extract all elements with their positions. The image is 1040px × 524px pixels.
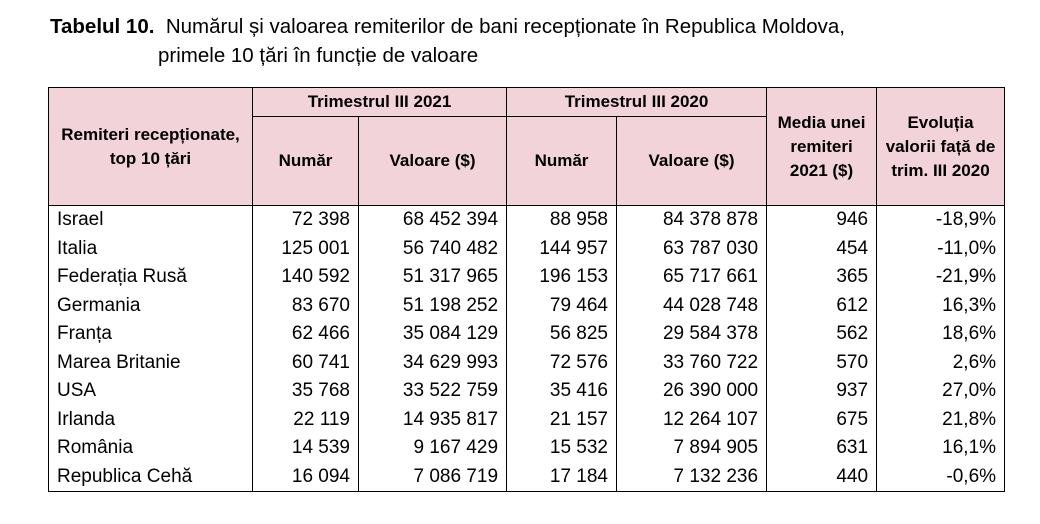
- caption-title-line2: primele 10 țări în funcție de valoare: [158, 44, 479, 67]
- value-2021-cell: 33 522 759: [357, 377, 508, 406]
- evolution-cell: -18,9%: [876, 205, 1006, 235]
- evolution-cell: 2,6%: [876, 348, 1006, 377]
- average-cell: 675: [766, 405, 878, 434]
- evolution-cell: 27,0%: [876, 377, 1006, 406]
- value-2021-cell: 9 167 429: [357, 434, 508, 463]
- caption-label: Tabelul 10.: [50, 15, 155, 38]
- table-row: Marea Britanie 60 741 34 629 993 72 576 33 7…: [48, 348, 1006, 377]
- value-2021-cell: 51 198 252: [357, 291, 508, 320]
- table-row: Irlanda 22 119 14 935 817 21 157 12 264 107 6…: [48, 405, 1006, 434]
- count-2021-cell: 83 670: [252, 291, 359, 320]
- table-row: Germania 83 670 51 198 252 79 464 44 028 748…: [48, 291, 1006, 320]
- value-2020-cell: 12 264 107: [616, 405, 768, 434]
- value-2021-cell: 68 452 394: [357, 205, 508, 235]
- table-caption: Tabelul 10. Numărul și valoarea remiteri…: [50, 12, 845, 70]
- country-cell: Irlanda: [48, 405, 253, 434]
- evolution-cell: -0,6%: [876, 462, 1006, 492]
- header-count-2020: Număr: [506, 116, 618, 206]
- average-cell: 440: [766, 462, 878, 492]
- count-2020-cell: 15 532: [506, 434, 618, 463]
- header-average: Media unei remiteri 2021 ($): [766, 87, 878, 206]
- count-2021-cell: 140 592: [252, 263, 359, 292]
- country-cell: Republica Cehă: [48, 462, 253, 492]
- evolution-cell: 21,8%: [876, 405, 1006, 434]
- header-period-2020: Trimestrul III 2020: [506, 87, 768, 117]
- table-row: Italia 125 001 56 740 482 144 957 63 787 030…: [48, 234, 1006, 263]
- table-row: USA 35 768 33 522 759 35 416 26 390 000 937 27…: [48, 377, 1006, 406]
- value-2020-cell: 33 760 722: [616, 348, 768, 377]
- count-2020-cell: 72 576: [506, 348, 618, 377]
- count-2021-cell: 22 119: [252, 405, 359, 434]
- count-2020-cell: 21 157: [506, 405, 618, 434]
- value-2020-cell: 7 894 905: [616, 434, 768, 463]
- value-2021-cell: 14 935 817: [357, 405, 508, 434]
- value-2021-cell: 34 629 993: [357, 348, 508, 377]
- average-cell: 454: [766, 234, 878, 263]
- average-cell: 612: [766, 291, 878, 320]
- count-2020-cell: 56 825: [506, 320, 618, 349]
- evolution-cell: 16,3%: [876, 291, 1006, 320]
- average-cell: 570: [766, 348, 878, 377]
- count-2020-cell: 17 184: [506, 462, 618, 492]
- count-2021-cell: 62 466: [252, 320, 359, 349]
- remittances-table: Remiteri recepționate, top 10 țări Trime…: [48, 87, 1006, 492]
- count-2021-cell: 16 094: [252, 462, 359, 492]
- evolution-cell: -11,0%: [876, 234, 1006, 263]
- header-period-2021: Trimestrul III 2021: [251, 87, 508, 117]
- country-cell: Israel: [48, 205, 253, 235]
- country-cell: Federația Rusă: [48, 263, 253, 292]
- country-cell: România: [48, 434, 253, 463]
- count-2020-cell: 88 958: [506, 205, 618, 235]
- country-cell: Franța: [48, 320, 253, 349]
- header-value-2021: Valoare ($): [357, 116, 508, 206]
- value-2021-cell: 7 086 719: [357, 462, 508, 492]
- count-2020-cell: 196 153: [506, 263, 618, 292]
- header-value-2020: Valoare ($): [616, 116, 768, 206]
- count-2021-cell: 60 741: [252, 348, 359, 377]
- table-row: Israel 72 398 68 452 394 88 958 84 378 878 94…: [48, 205, 1006, 235]
- value-2020-cell: 63 787 030: [616, 234, 768, 263]
- count-2020-cell: 79 464: [506, 291, 618, 320]
- country-cell: Germania: [48, 291, 253, 320]
- country-cell: USA: [48, 377, 253, 406]
- value-2020-cell: 44 028 748: [616, 291, 768, 320]
- header-count-2021: Număr: [252, 116, 359, 206]
- average-cell: 937: [766, 377, 878, 406]
- value-2020-cell: 84 378 878: [616, 205, 768, 235]
- value-2020-cell: 26 390 000: [616, 377, 768, 406]
- country-cell: Italia: [48, 234, 253, 263]
- country-cell: Marea Britanie: [48, 348, 253, 377]
- count-2020-cell: 144 957: [506, 234, 618, 263]
- count-2021-cell: 72 398: [252, 205, 359, 235]
- table-row: Federația Rusă 140 592 51 317 965 196 153 65…: [48, 263, 1006, 292]
- table-row: Republica Cehă 16 094 7 086 719 17 184 7 132…: [48, 462, 1006, 492]
- average-cell: 365: [766, 263, 878, 292]
- table-row: România 14 539 9 167 429 15 532 7 894 905 631…: [48, 434, 1006, 463]
- header-row-label: Remiteri recepționate, top 10 țări: [48, 87, 253, 206]
- count-2021-cell: 125 001: [252, 234, 359, 263]
- average-cell: 946: [766, 205, 878, 235]
- evolution-cell: 16,1%: [876, 434, 1006, 463]
- table-body: Israel 72 398 68 452 394 88 958 84 378 878 94…: [48, 205, 1006, 492]
- value-2020-cell: 29 584 378: [616, 320, 768, 349]
- evolution-cell: -21,9%: [876, 263, 1006, 292]
- count-2020-cell: 35 416: [506, 377, 618, 406]
- value-2020-cell: 7 132 236: [616, 462, 768, 492]
- count-2021-cell: 35 768: [252, 377, 359, 406]
- header-evolution: Evoluția valorii față de trim. III 2020: [876, 87, 1006, 206]
- average-cell: 562: [766, 320, 878, 349]
- value-2020-cell: 65 717 661: [616, 263, 768, 292]
- table-row: Franța 62 466 35 084 129 56 825 29 584 378 56…: [48, 320, 1006, 349]
- caption-title-line1: Numărul și valoarea remiterilor de bani …: [165, 15, 845, 38]
- value-2021-cell: 35 084 129: [357, 320, 508, 349]
- value-2021-cell: 56 740 482: [357, 234, 508, 263]
- value-2021-cell: 51 317 965: [357, 263, 508, 292]
- average-cell: 631: [766, 434, 878, 463]
- evolution-cell: 18,6%: [876, 320, 1006, 349]
- caption-line-1: Tabelul 10. Numărul și valoarea remiteri…: [50, 12, 845, 41]
- count-2021-cell: 14 539: [252, 434, 359, 463]
